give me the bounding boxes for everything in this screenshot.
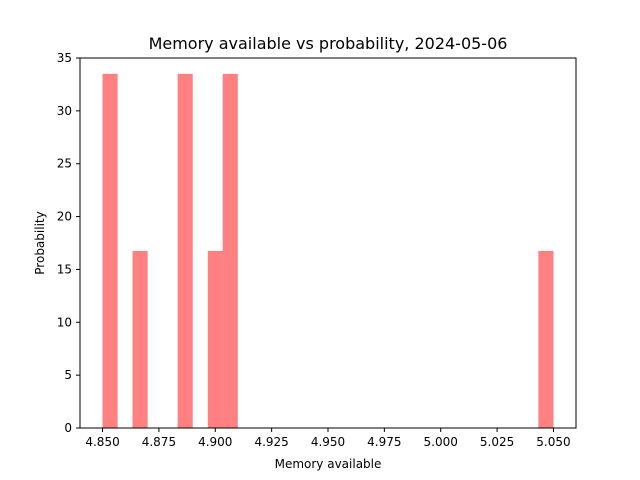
y-tick-label: 20 xyxy=(57,210,72,224)
x-tick-label: 4.900 xyxy=(198,435,232,449)
y-tick-label: 30 xyxy=(57,104,72,118)
plot-frame xyxy=(79,57,577,429)
histogram-bar-5 xyxy=(222,73,238,428)
y-tick-label: 15 xyxy=(57,262,72,276)
histogram-bar-2 xyxy=(132,250,148,428)
histogram-bar-3 xyxy=(177,73,193,428)
y-tick-label: 25 xyxy=(57,157,72,171)
x-axis-label: Memory available xyxy=(275,457,382,471)
x-tick-label: 5.000 xyxy=(424,435,458,449)
y-axis-label: Probability xyxy=(33,211,47,274)
chart-title: Memory available vs probability, 2024-05… xyxy=(149,34,508,53)
y-tick-label: 0 xyxy=(64,421,72,435)
x-tick-label: 4.925 xyxy=(254,435,288,449)
histogram-bar-6 xyxy=(538,250,554,428)
y-tick-label: 10 xyxy=(57,315,72,329)
x-tick-label: 5.025 xyxy=(480,435,514,449)
x-tick-label: 4.975 xyxy=(367,435,401,449)
y-axis-ticks: 0 5 10 15 20 25 30 35 xyxy=(57,51,80,435)
x-tick-label: 5.050 xyxy=(536,435,570,449)
y-tick-label: 5 xyxy=(64,368,72,382)
bar-group xyxy=(102,73,554,428)
x-axis-ticks: 4.850 4.875 4.900 4.925 4.950 4.975 5.000 5.025… xyxy=(85,428,571,449)
histogram-bar-1 xyxy=(102,73,118,428)
x-tick-label: 4.875 xyxy=(142,435,176,449)
histogram-bar-4 xyxy=(207,250,223,428)
x-tick-label: 4.950 xyxy=(311,435,345,449)
y-tick-label: 35 xyxy=(57,51,72,65)
x-tick-label: 4.850 xyxy=(85,435,119,449)
